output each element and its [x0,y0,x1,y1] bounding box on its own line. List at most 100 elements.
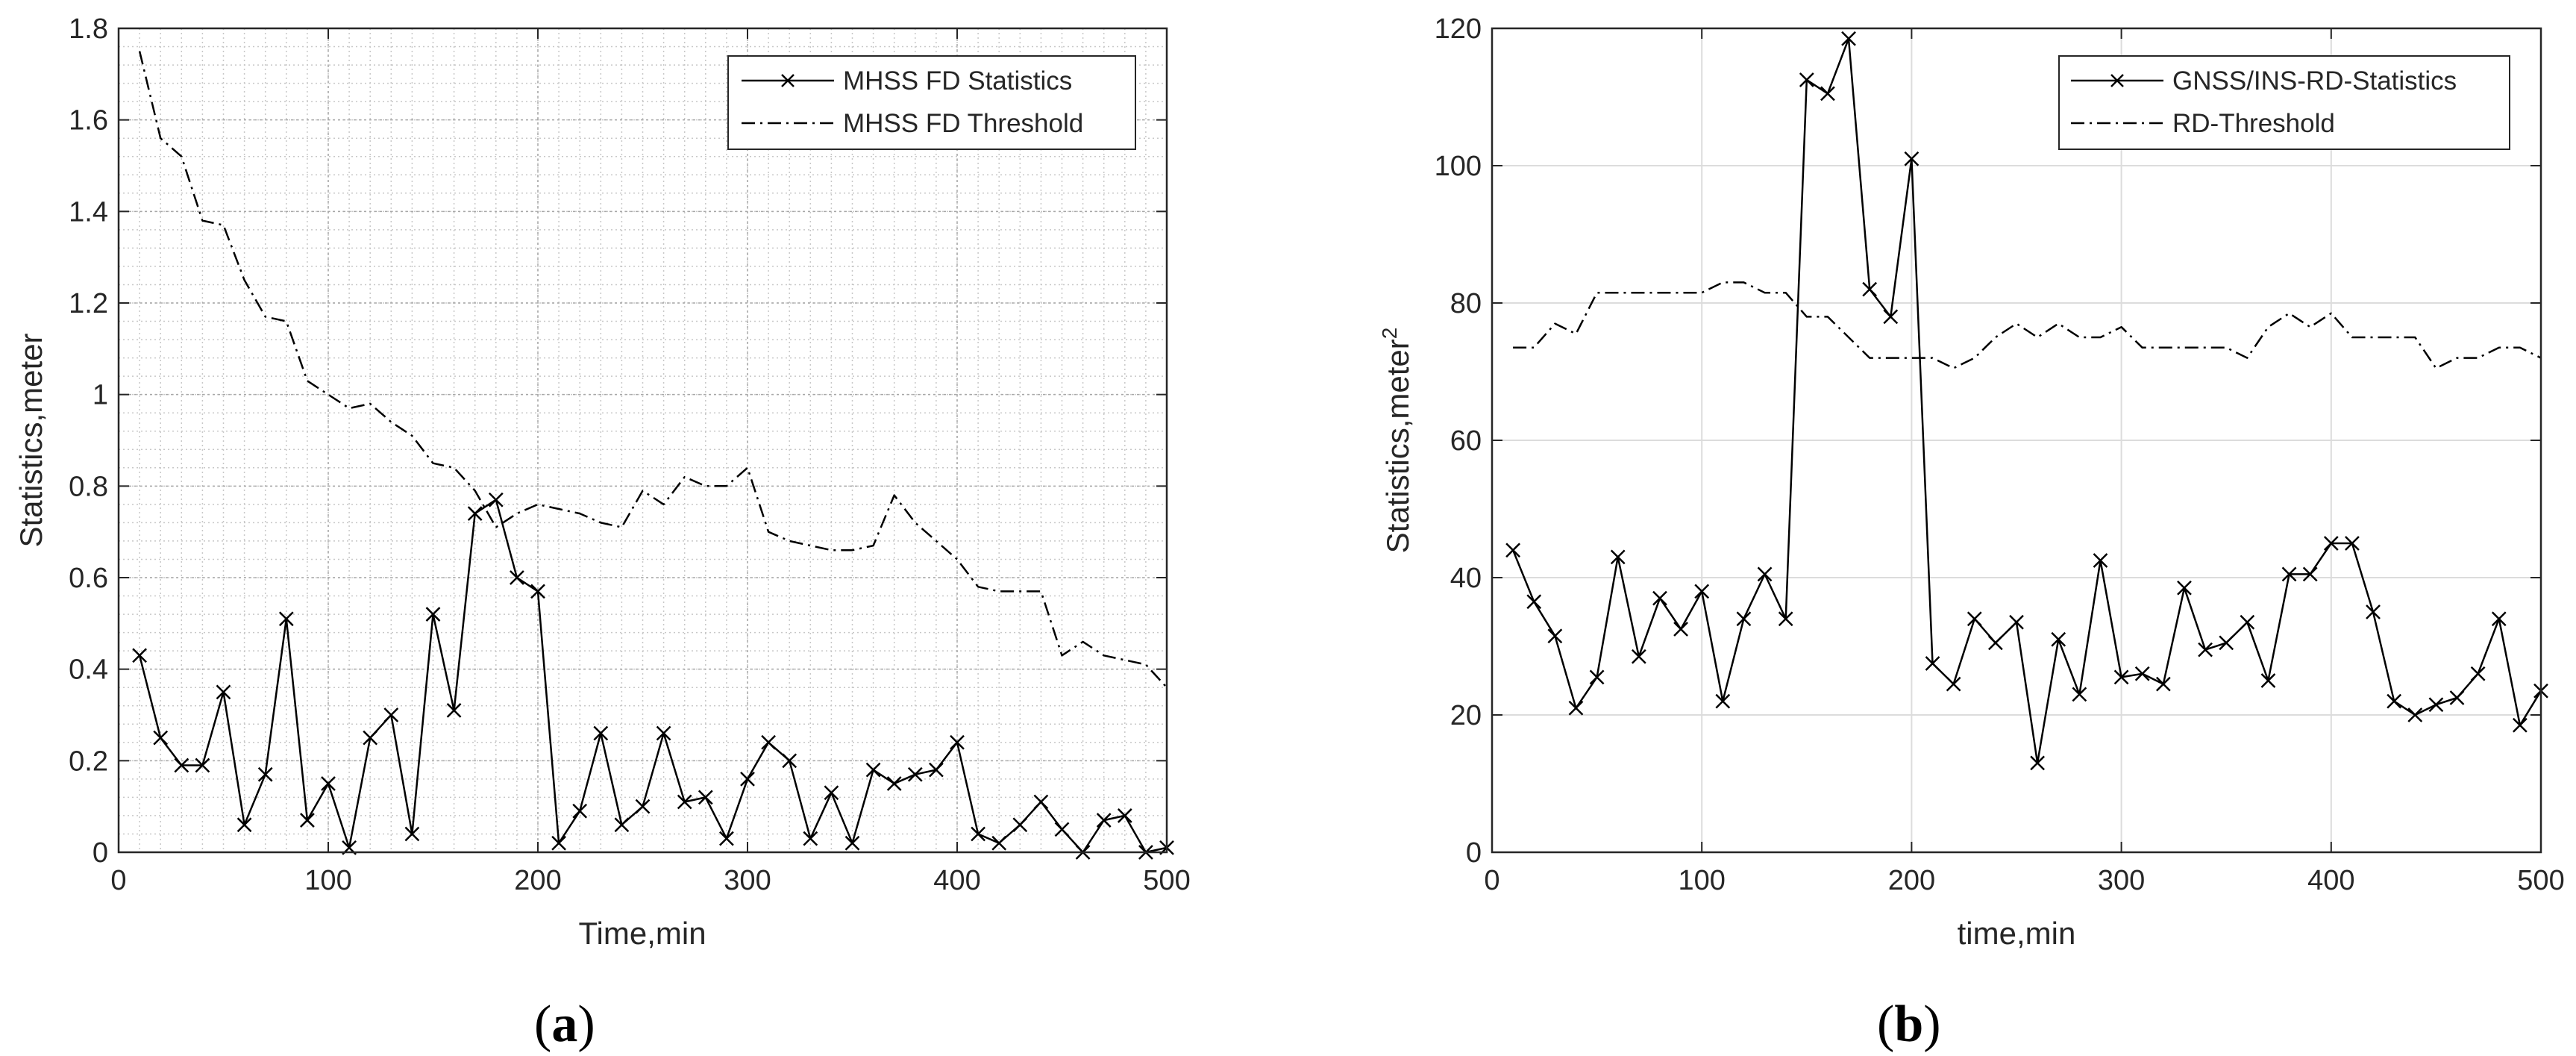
data-point-marker [363,730,378,746]
data-point-marker [2030,755,2046,771]
data-point-marker [278,611,294,627]
data-point-marker [1715,693,1731,709]
x-tick-label: 100 [304,865,351,896]
y-tick-labels-b: 0 20 40 60 80 100 120 [1435,13,1482,869]
data-point-marker [1778,611,1793,627]
x-tick-label: 300 [724,865,771,896]
data-point-marker [1652,590,1667,606]
data-point-marker [2387,693,2402,709]
data-point-marker [1904,151,1920,166]
x-tick-label: 0 [1484,865,1499,896]
x-tick-label: 200 [514,865,561,896]
x-tick-labels-a: 0 100 200 300 400 500 [110,865,1190,896]
y-tick-label: 60 [1450,425,1482,457]
data-point-marker [2198,642,2213,657]
y-tick-label: 1.2 [69,288,108,319]
data-point-marker [216,684,231,700]
y-tick-label: 40 [1450,563,1482,594]
data-point-marker [2345,536,2360,551]
data-point-marker [467,506,483,522]
data-point-marker [153,730,169,746]
data-point-marker [971,826,985,842]
data-point-marker [425,607,441,622]
data-point-marker [929,762,944,778]
y-tick-label: 0.4 [69,654,108,686]
data-point-marker [1054,822,1070,837]
data-point-marker [2449,690,2465,705]
data-point-marker [2009,614,2024,630]
data-point-marker [782,753,797,769]
data-point-marker [2407,707,2423,722]
data-point-marker [1610,549,1626,565]
data-point-marker [530,584,545,599]
y-axis-label-b: Statistics,meter2 [1378,328,1415,554]
data-point-marker [1526,594,1542,610]
data-point-marker [174,757,189,773]
data-point-marker [2323,536,2339,551]
y-axis-label-superscript-b: 2 [1378,328,1401,340]
tick-marks-b [1491,28,2542,853]
x-tick-label: 300 [2098,865,2145,896]
data-point-marker [551,835,566,851]
data-point-marker [195,757,210,773]
y-tick-label: 20 [1450,700,1482,731]
y-tick-label: 100 [1435,151,1482,182]
data-point-marker [2470,666,2486,681]
x-tick-label: 400 [2307,865,2354,896]
data-point-marker [488,492,504,507]
legend-a: MHSS FD Statistics MHSS FD Threshold [727,55,1136,150]
data-point-marker [1505,543,1521,558]
x-axis-label-b: time,min [1958,916,2076,951]
axes-box-a [117,27,1168,854]
data-point-marker [2240,614,2255,630]
data-point-marker [1967,611,1982,627]
y-tick-labels-a: 0 0.2 0.4 0.6 0.8 1 1.2 1.4 1.6 1.8 [69,13,108,869]
data-point-marker [321,776,336,791]
data-point-marker [2302,566,2318,582]
data-point-marker [300,813,315,828]
x-tick-label: 0 [110,865,126,896]
data-point-marker [698,790,713,805]
x-tick-label: 100 [1678,865,1725,896]
data-point-marker [1820,86,1835,101]
y-axis-label-text-b: Statistics,meter [1380,339,1415,553]
data-point-marker [1631,649,1646,664]
data-point-marker [1799,72,1814,87]
series-group-b [1505,31,2548,771]
series-group-a [132,51,1174,860]
x-tick-label: 500 [2517,865,2564,896]
data-point-marker [1736,611,1752,627]
data-point-marker [719,831,734,846]
y-tick-label: 1.8 [69,13,108,45]
legend-box-b [2058,55,2510,150]
data-point-marker [2072,687,2087,702]
legend-label-threshold-a: MHSS FD Threshold [843,109,1083,138]
data-point-marker [1841,31,1856,46]
legend-label-threshold-b: RD-Threshold [2172,109,2335,138]
data-point-marker [2260,673,2276,688]
data-point-marker [2093,553,2108,568]
data-point-marker [614,817,630,833]
chart-panel-b: 0 100 200 300 400 500 0 20 40 60 80 100 120 time,mi… [1378,13,2565,1053]
data-point-marker [404,826,420,842]
data-point-marker [2281,566,2297,582]
legend-label-statistics-b: GNSS/INS-RD-Statistics [2172,66,2457,96]
y-axis-label-a: Statistics,meter [13,333,48,547]
data-point-marker [2428,697,2444,713]
data-point-marker [446,702,462,718]
data-point-marker [1568,700,1584,716]
statistics-series-line [138,499,1168,854]
data-point-marker [1987,635,2003,651]
x-tick-label: 500 [1143,865,1190,896]
data-point-marker [257,766,273,782]
y-tick-label: 0.6 [69,563,108,594]
y-tick-label: 0.8 [69,471,108,502]
data-point-marker [844,835,860,851]
data-point-marker [1925,656,1940,671]
legend-x-marker-icon-a [781,74,795,87]
data-point-marker [1033,794,1049,810]
data-point-marker [761,734,776,750]
y-tick-label: 0 [93,837,108,869]
x-axis-label-a: Time,min [578,916,706,951]
